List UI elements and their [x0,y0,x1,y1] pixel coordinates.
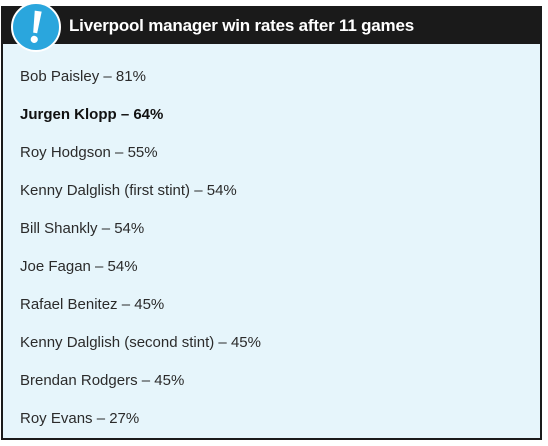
exclamation-glyph [30,10,42,43]
list-item: Kenny Dalglish (first stint) – 54% [20,182,237,199]
list-item: Roy Hodgson – 55% [20,144,158,161]
info-card: Liverpool manager win rates after 11 gam… [1,2,542,440]
list-item: Joe Fagan – 54% [20,258,138,275]
win-rate-list: Bob Paisley – 81% Jurgen Klopp – 64% Roy… [20,58,261,438]
list-item: Jurgen Klopp – 64% [20,106,164,123]
card-header: Liverpool manager win rates after 11 gam… [3,8,540,44]
exclamation-icon [11,2,61,52]
list-item: Roy Evans – 27% [20,410,140,427]
card-title: Liverpool manager win rates after 11 gam… [69,16,414,35]
list-item: Bill Shankly – 54% [20,220,145,237]
list-item: Brendan Rodgers – 45% [20,372,185,389]
list-item: Kenny Dalglish (second stint) – 45% [20,334,261,351]
list-item: Rafael Benitez – 45% [20,296,165,313]
list-item: Bob Paisley – 81% [20,68,146,85]
